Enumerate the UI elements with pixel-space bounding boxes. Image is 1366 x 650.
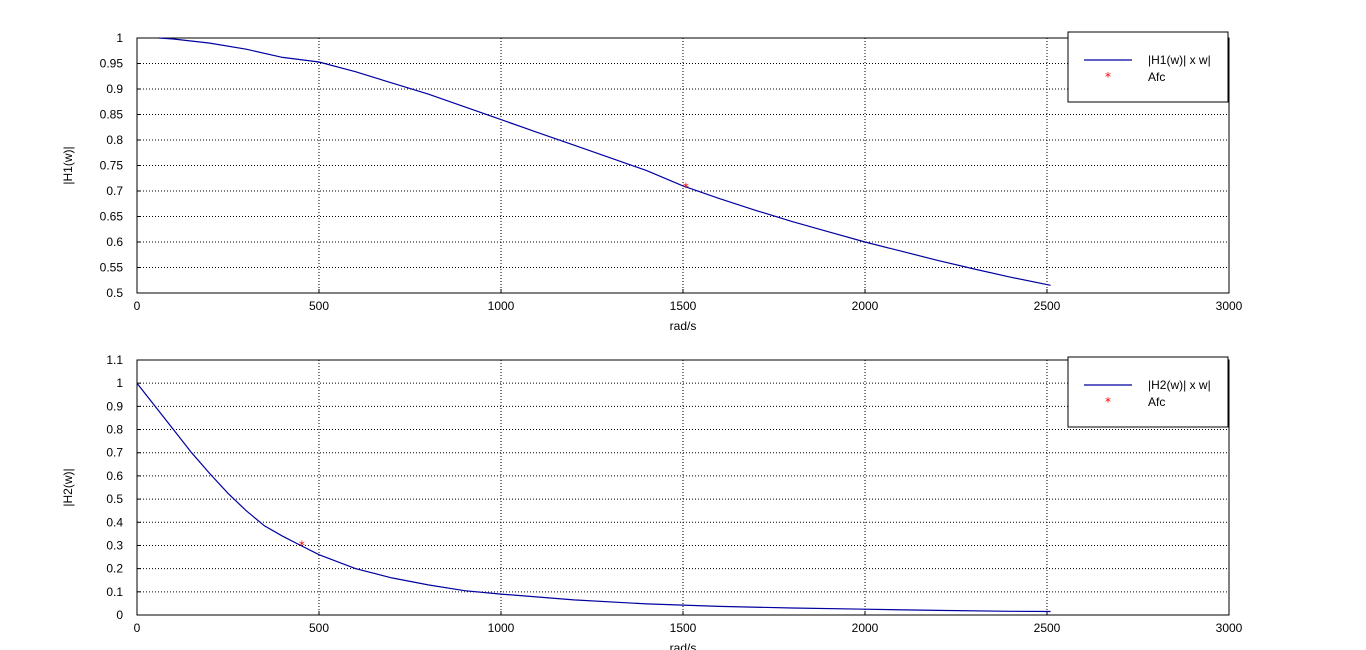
y-tick-label: 0.4	[106, 515, 123, 529]
x-tick-label: 3000	[1216, 621, 1243, 635]
x-tick-label: 500	[309, 299, 329, 313]
y-tick-label: 0.8	[106, 423, 123, 437]
marker-afc: *	[299, 538, 305, 552]
legend-marker-swatch: *	[1105, 395, 1111, 409]
legend-box	[1067, 356, 1229, 428]
y-tick-label: 0.5	[106, 492, 123, 506]
y-tick-label: 0.65	[100, 210, 124, 224]
legend-label: Afc	[1148, 70, 1165, 84]
legend-label: |H1(w)| x w|	[1148, 53, 1211, 67]
y-tick-label: 0.55	[100, 261, 124, 275]
legend-box	[1067, 31, 1229, 103]
y-tick-label: 0.5	[106, 286, 123, 300]
y-tick-label: 0.1	[106, 585, 123, 599]
legend: |H2(w)| x w| * Afc	[1067, 356, 1229, 428]
x-tick-label: 500	[309, 621, 329, 635]
y-axis-label: |H2(w)|	[61, 468, 75, 506]
x-tick-label: 2000	[852, 621, 879, 635]
x-tick-label: 1000	[488, 621, 515, 635]
legend-marker-swatch: *	[1105, 70, 1111, 84]
y-tick-label: 0	[116, 608, 123, 622]
x-axis-label: rad/s	[670, 319, 697, 333]
y-tick-label: 0.9	[106, 399, 123, 413]
y-tick-label: 1	[116, 31, 123, 45]
y-tick-label: 0.8	[106, 133, 123, 147]
marker-afc: *	[683, 180, 689, 194]
y-tick-label: 0.3	[106, 538, 123, 552]
y-tick-label: 0.7	[106, 184, 123, 198]
plot-h2: 0 500 1000 1500 2000 2500 3000 0 0.1 0.2 0.3 0.4 0.5…	[61, 353, 1243, 650]
y-tick-label: 0.6	[106, 469, 123, 483]
y-tick-label: 0.2	[106, 562, 123, 576]
x-tick-label: 0	[134, 621, 141, 635]
y-tick-label: 1	[116, 376, 123, 390]
y-tick-label: 0.85	[100, 108, 124, 122]
y-tick-label: 0.95	[100, 57, 124, 71]
x-tick-label: 3000	[1216, 299, 1243, 313]
x-tick-label: 1500	[670, 621, 697, 635]
x-axis-label: rad/s	[670, 641, 697, 650]
series-line	[158, 37, 1051, 286]
legend-label: Afc	[1148, 395, 1165, 409]
y-tick-label: 1.1	[106, 353, 123, 367]
legend-label: |H2(w)| x w|	[1148, 378, 1211, 392]
y-tick-label: 0.6	[106, 235, 123, 249]
x-tick-label: 2500	[1034, 621, 1061, 635]
y-tick-label: 0.7	[106, 446, 123, 460]
plot-h1: 0 500 1000 1500 2000 2500 3000 0.5 0.55 0.6 0.65 0.…	[61, 31, 1243, 333]
legend: |H1(w)| x w| * Afc	[1067, 31, 1229, 103]
series-line	[136, 382, 1051, 613]
y-axis-label: |H1(w)|	[61, 146, 75, 184]
x-tick-label: 1500	[670, 299, 697, 313]
x-tick-label: 2000	[852, 299, 879, 313]
x-tick-label: 2500	[1034, 299, 1061, 313]
x-tick-label: 1000	[488, 299, 515, 313]
y-tick-label: 0.9	[106, 82, 123, 96]
x-tick-label: 0	[134, 299, 141, 313]
y-tick-label: 0.75	[100, 159, 124, 173]
